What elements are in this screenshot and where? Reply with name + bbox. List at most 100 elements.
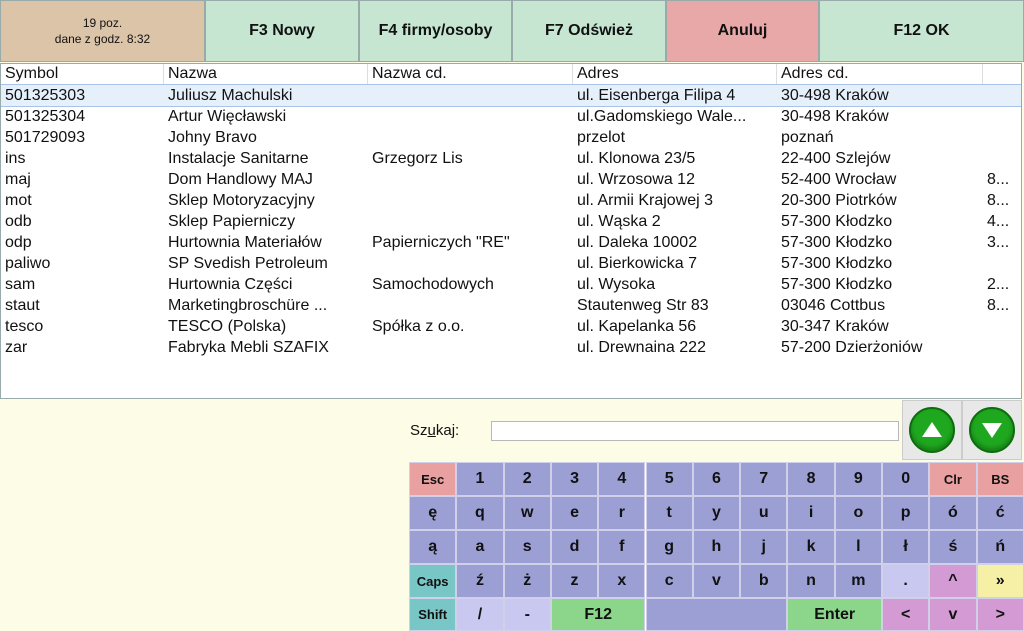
key-9-row-2[interactable]: i: [787, 496, 835, 530]
minus-key[interactable]: -: [503, 598, 551, 631]
table-cell: Papierniczych "RE": [372, 234, 510, 251]
left-key[interactable]: <: [882, 598, 930, 631]
key-2-row-4[interactable]: ź: [456, 564, 504, 598]
key-11-row-2[interactable]: p: [882, 496, 930, 530]
slash-key[interactable]: /: [456, 598, 504, 631]
column-header[interactable]: Nazwa cd.: [368, 64, 573, 84]
column-header[interactable]: Symbol: [1, 64, 164, 84]
key-12-row-2[interactable]: ó: [929, 496, 977, 530]
key-7-row-1[interactable]: 6: [692, 462, 741, 496]
search-input[interactable]: [491, 421, 899, 441]
table-row[interactable]: paliwo SP Svedish Petroleum ul. Bierkowick…: [1, 253, 1021, 274]
table-row[interactable]: 501325304 Artur Więcławski ul.Gadomskiego …: [1, 106, 1021, 127]
key-6-row-3[interactable]: g: [645, 530, 693, 564]
f3-new-button[interactable]: F3 Nowy: [205, 0, 359, 62]
key-2-row-3[interactable]: a: [456, 530, 504, 564]
table-cell: [368, 190, 573, 211]
key-9-row-1[interactable]: 8: [787, 462, 835, 496]
contractors-table[interactable]: Symbol Nazwa Nazwa cd. Adres Adres cd. 50132…: [0, 63, 1022, 399]
v-key[interactable]: v: [692, 564, 741, 598]
key-3-row-2[interactable]: w: [503, 496, 551, 530]
table-cell: ul. Drewnaina 222: [577, 339, 706, 356]
table-row[interactable]: staut Marketingbroschüre ... Stautenweg St…: [1, 295, 1021, 316]
table-row[interactable]: mot Sklep Motoryzacyjny ul. Armii Krajowej…: [1, 190, 1021, 211]
scroll-up-button[interactable]: [902, 400, 962, 460]
key-8-row-3[interactable]: j: [740, 530, 788, 564]
cancel-button[interactable]: Anuluj: [666, 0, 819, 62]
key-3-row-4[interactable]: ż: [503, 564, 551, 598]
enter-key[interactable]: Enter: [787, 598, 882, 631]
key-2-row-2[interactable]: q: [456, 496, 504, 530]
key-9-row-3[interactable]: k: [787, 530, 835, 564]
more-key[interactable]: »: [976, 564, 1024, 598]
key-10-row-2[interactable]: o: [834, 496, 882, 530]
table-row[interactable]: tesco TESCO (Polska) Spółka z o.o. ul. Kape…: [1, 316, 1021, 337]
key-3-row-3[interactable]: s: [503, 530, 551, 564]
column-header[interactable]: [983, 64, 1021, 84]
key-11-row-3[interactable]: ł: [882, 530, 930, 564]
key-2-row-1[interactable]: 1: [456, 462, 504, 496]
key-1-row-2[interactable]: ę: [409, 496, 457, 530]
key-5-row-1[interactable]: 4: [598, 462, 646, 496]
table-row[interactable]: zar Fabryka Mebli SZAFIX ul. Drewnaina 222…: [1, 337, 1021, 358]
f4-companies-persons-button[interactable]: F4 firmy/osoby: [359, 0, 512, 62]
table-row[interactable]: odp Hurtownia Materiałów Papierniczych "RE…: [1, 232, 1021, 253]
space-key[interactable]: [645, 598, 788, 631]
key-13-row-3[interactable]: ń: [976, 530, 1024, 564]
dot-key[interactable]: .: [882, 564, 930, 598]
key-1-row-3[interactable]: ą: [409, 530, 457, 564]
key-5-row-4[interactable]: x: [598, 564, 646, 598]
key-6-row-1[interactable]: 5: [645, 462, 693, 496]
key-7-row-3[interactable]: h: [692, 530, 741, 564]
f7-refresh-button[interactable]: F7 Odśwież: [512, 0, 666, 62]
table-cell: [368, 295, 573, 316]
table-header: Symbol Nazwa Nazwa cd. Adres Adres cd.: [1, 64, 1021, 85]
key-9-row-4[interactable]: n: [787, 564, 835, 598]
key-4-row-2[interactable]: e: [550, 496, 599, 530]
table-cell: 8...: [987, 297, 1010, 314]
table-cell: Hurtownia Części: [168, 276, 293, 293]
table-row[interactable]: ins Instalacje Sanitarne Grzegorz Lis ul. K…: [1, 148, 1021, 169]
shift-key[interactable]: Shift: [409, 598, 457, 631]
table-row[interactable]: 501325303 Juliusz Machulski ul. Eisenberga…: [1, 84, 1021, 107]
table-cell: ul. Daleka 10002: [577, 234, 698, 251]
table-cell: 2...: [987, 276, 1010, 293]
key-4-row-4[interactable]: z: [550, 564, 599, 598]
caret-key[interactable]: ^: [929, 564, 977, 598]
column-header[interactable]: Adres cd.: [777, 64, 983, 84]
key-3-row-1[interactable]: 2: [503, 462, 551, 496]
key-8-row-4[interactable]: b: [740, 564, 788, 598]
backspace-key[interactable]: BS: [976, 462, 1024, 496]
key-12-row-3[interactable]: ś: [929, 530, 977, 564]
esc-key[interactable]: Esc: [409, 462, 457, 496]
v-key[interactable]: v: [929, 598, 977, 631]
f12-ok-button[interactable]: F12 OK: [819, 0, 1024, 62]
key-10-row-1[interactable]: 9: [834, 462, 882, 496]
key-5-row-3[interactable]: f: [598, 530, 646, 564]
f12-key[interactable]: F12: [550, 598, 646, 631]
key-8-row-2[interactable]: u: [740, 496, 788, 530]
key-10-row-3[interactable]: l: [834, 530, 882, 564]
column-header[interactable]: Nazwa: [164, 64, 368, 84]
right-key[interactable]: >: [976, 598, 1024, 631]
key-8-row-1[interactable]: 7: [740, 462, 788, 496]
table-cell: sam: [5, 276, 36, 293]
table-row[interactable]: odb Sklep Papierniczy ul. Wąska 2 57-300 Kł…: [1, 211, 1021, 232]
arrow-down-icon: [969, 407, 1015, 453]
table-row[interactable]: sam Hurtownia Części Samochodowych ul. Wyso…: [1, 274, 1021, 295]
key-13-row-2[interactable]: ć: [976, 496, 1024, 530]
key-4-row-3[interactable]: d: [550, 530, 599, 564]
key-5-row-2[interactable]: r: [598, 496, 646, 530]
key-10-row-4[interactable]: m: [834, 564, 882, 598]
key-11-row-1[interactable]: 0: [882, 462, 930, 496]
scroll-down-button[interactable]: [962, 400, 1022, 460]
key-4-row-1[interactable]: 3: [550, 462, 599, 496]
key-7-row-2[interactable]: y: [692, 496, 741, 530]
key-6-row-4[interactable]: c: [645, 564, 693, 598]
column-header[interactable]: Adres: [573, 64, 777, 84]
table-row[interactable]: 501729093 Johny Bravo przelot poznań: [1, 127, 1021, 148]
clear-key[interactable]: Clr: [929, 462, 977, 496]
table-row[interactable]: maj Dom Handlowy MAJ ul. Wrzosowa 12 52-400…: [1, 169, 1021, 190]
caps-lock-key[interactable]: Caps: [409, 564, 457, 598]
key-6-row-2[interactable]: t: [645, 496, 693, 530]
